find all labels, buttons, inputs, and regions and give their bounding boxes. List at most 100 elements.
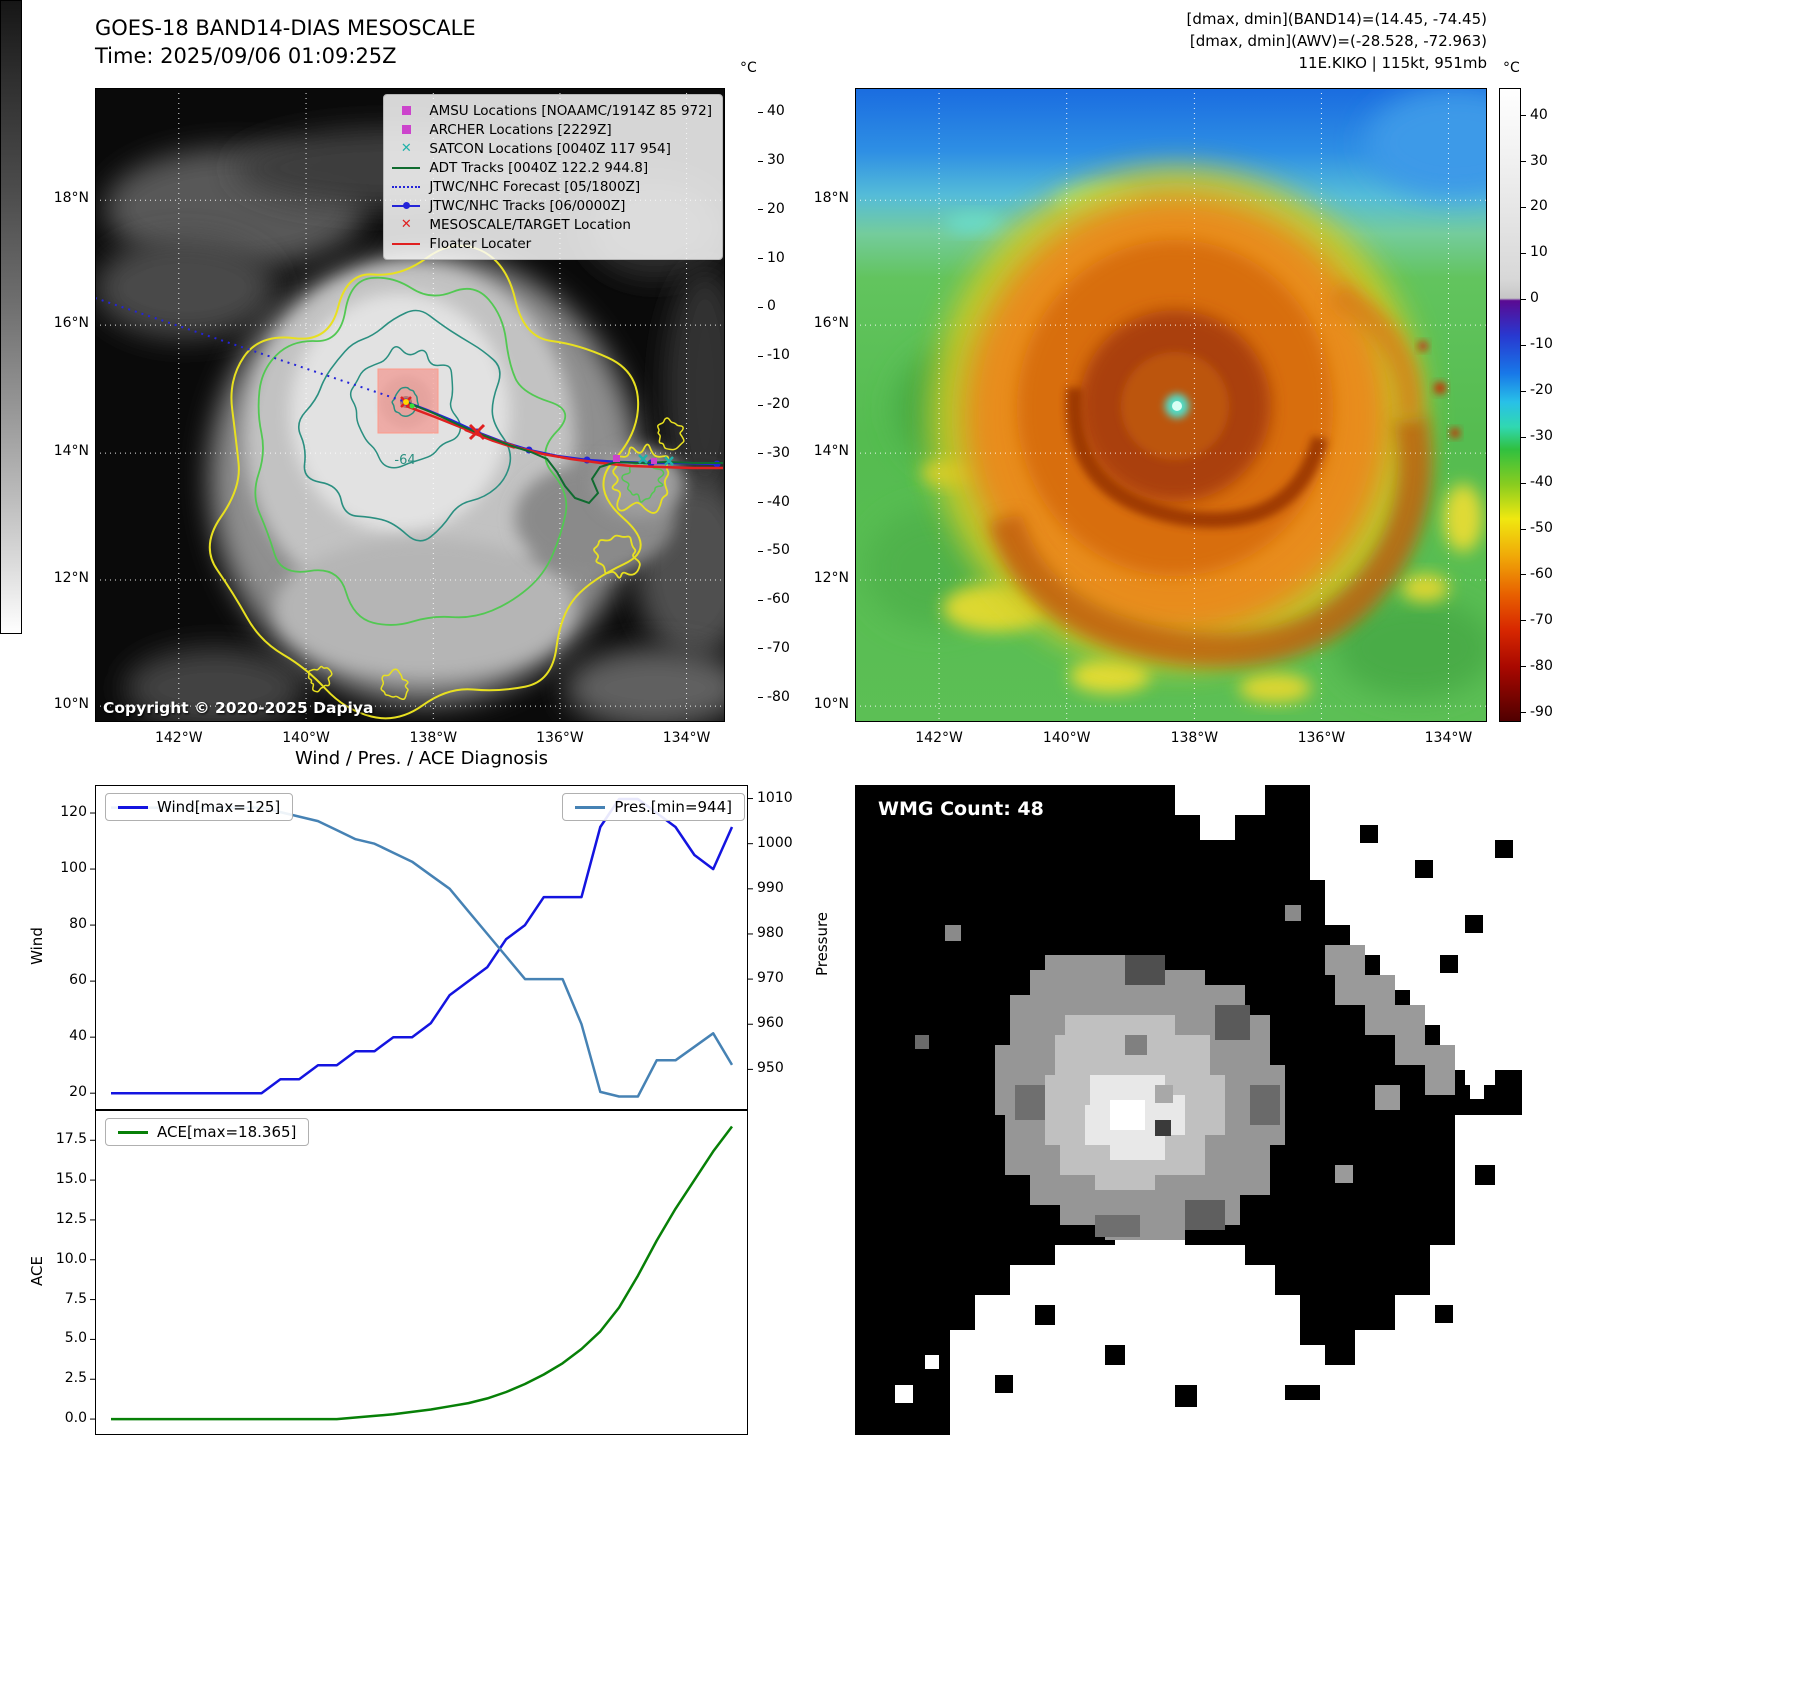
colorbar-tick <box>758 111 763 113</box>
contour-line <box>208 244 642 720</box>
wmg-panel: WMG Count: 48 <box>855 785 1522 1435</box>
satcon-center-point <box>409 403 415 409</box>
ace-chart: ACE ACE[max=18.365] 0.0 2.5 5.0 7.5 10.0 12.5… <box>28 1110 748 1435</box>
colorbar-tick-label: -70 <box>767 639 790 656</box>
copyright-text: Copyright © 2020-2025 Dapiya <box>103 699 374 717</box>
legend-line-dot-marker <box>392 202 421 209</box>
colorbar-tick <box>758 258 763 260</box>
goes-title: GOES-18 BAND14-DIAS MESOSCALE <box>95 16 476 40</box>
awv-colorbar <box>1499 88 1521 722</box>
lon-tick-label: 136°W <box>1297 730 1346 746</box>
lat-tick-label: 10°N <box>813 696 849 713</box>
colorbar-tick-label: -20 <box>1530 382 1553 399</box>
colorbar-tick-label: 10 <box>1530 244 1548 261</box>
wind-axis-label: Wind <box>28 927 46 965</box>
colorbar-tick-label: -30 <box>767 444 790 461</box>
legend-item: JTWC/NHC Tracks [06/0000Z] <box>390 196 712 215</box>
legend-item-label: ARCHER Locations [2229Z] <box>429 121 612 138</box>
legend-item-label: SATCON Locations [0040Z 117 954] <box>429 140 671 157</box>
colorbar-tick-label: -80 <box>1530 657 1553 674</box>
awv-satellite-image <box>855 88 1487 722</box>
awv-colorbar-ticks: 40 30 20 10 0 -10 -20 -30 -40 -50 -60 -70 -80 -90 <box>1521 88 1571 722</box>
axis-tick-label: 2.5 <box>64 1370 87 1387</box>
legend-item: Floater Locater <box>390 234 712 253</box>
lat-tick-label: 16°N <box>813 315 849 332</box>
goes-colorbar-unit: °C <box>740 60 757 76</box>
series-line-ACE[max=18.365] <box>111 1125 733 1421</box>
colorbar-tick-label: -40 <box>1530 474 1553 491</box>
colorbar-tick-label: -90 <box>1530 703 1553 720</box>
legend-square-marker <box>401 106 411 115</box>
contour-line <box>391 386 419 417</box>
colorbar-tick <box>1521 712 1526 714</box>
colorbar-tick <box>758 306 763 308</box>
legend-item-label: AMSU Locations [NOAAMC/1914Z 85 972] <box>429 102 712 119</box>
lat-tick-label: 12°N <box>53 569 89 586</box>
axis-tick-label: 10.0 <box>55 1250 87 1267</box>
axis-tick-label: 80 <box>69 916 87 933</box>
satcon-x-marker <box>638 454 648 464</box>
colorbar-tick <box>1521 206 1526 208</box>
lat-tick-label: 16°N <box>53 315 89 332</box>
colorbar-tick-label: 20 <box>1530 198 1548 215</box>
colorbar-tick <box>1521 666 1526 668</box>
map-gridlines <box>855 88 1487 722</box>
lon-tick-label: 140°W <box>282 730 330 746</box>
colorbar-tick-label: 30 <box>1530 152 1548 169</box>
contour-overlays <box>208 244 685 720</box>
colorbar-tick <box>758 453 763 455</box>
lon-tick-label: 136°W <box>536 730 584 746</box>
colorbar-tick-label: -10 <box>767 347 790 364</box>
legend-item: AMSU Locations [NOAAMC/1914Z 85 972] <box>390 101 712 120</box>
colorbar-tick <box>1521 252 1526 254</box>
series-line-Pres.[min=944] <box>111 806 734 1098</box>
track-overlays <box>95 297 723 505</box>
lat-tick-label: 18°N <box>813 190 849 207</box>
colorbar-tick <box>758 160 763 162</box>
axis-tick-label: 40 <box>69 1028 87 1045</box>
ace-legend: ACE[max=18.365] <box>105 1118 310 1146</box>
contour-line <box>611 443 670 514</box>
info-line-band14: [dmax, dmin](BAND14)=(14.45, -74.45) <box>1186 10 1487 28</box>
colorbar-tick <box>758 404 763 406</box>
colorbar-tick-label: -40 <box>767 493 790 510</box>
awv-map-panel: 18°N 16°N 14°N 12°N 10°N 142°W 140°W 138°W 136°W… <box>814 88 1487 746</box>
colorbar-tick-label: -70 <box>1530 611 1553 628</box>
legend-square-marker <box>401 125 411 134</box>
legend-item: ✕ MESOSCALE/TARGET Location <box>390 215 712 234</box>
awv-colorbar-unit: °C <box>1503 60 1520 76</box>
axis-tick-label: 17.5 <box>55 1131 87 1148</box>
goes-colorbar-ticks: 40 30 20 10 0 -10 -20 -30 -40 -50 -60 -70 -80 <box>758 88 808 722</box>
contour-line <box>380 668 409 700</box>
colorbar-tick <box>1521 344 1526 346</box>
colorbar-tick-label: -80 <box>767 688 790 705</box>
axis-tick-label: 7.5 <box>64 1290 87 1307</box>
wind-pressure-plot-area <box>90 785 753 1110</box>
colorbar-tick-label: 30 <box>767 152 785 169</box>
axis-tick-label: 60 <box>69 972 87 989</box>
legend-marker-square <box>390 106 422 115</box>
axis-tick-label: 1010 <box>757 789 793 806</box>
legend-item: JTWC/NHC Forecast [05/1800Z] <box>390 177 712 196</box>
ace-plot-area <box>90 1110 748 1435</box>
wind-pressure-chart: Wind Pressure Wind[max=125] Pres.[min=94… <box>28 785 831 1110</box>
jtwc-forecast-track-line <box>95 297 407 403</box>
colorbar-tick-label: -60 <box>767 591 790 608</box>
legend-marker-square <box>390 125 422 134</box>
axis-tick-label: 970 <box>757 970 784 987</box>
colorbar-tick-label: -20 <box>767 396 790 412</box>
legend-item: ✕ SATCON Locations [0040Z 117 954] <box>390 139 712 158</box>
colorbar-tick-label: -50 <box>1530 520 1553 537</box>
goes-colorbar <box>0 0 22 634</box>
colorbar-tick <box>1521 298 1526 300</box>
wind-legend-label: Wind[max=125] <box>157 798 281 816</box>
axis-tick-label: 950 <box>757 1060 784 1077</box>
lon-tick-label: 140°W <box>1042 730 1091 746</box>
legend-marker-dotted <box>390 185 422 188</box>
contour-line <box>307 665 333 693</box>
axis-tick-label: 120 <box>60 804 87 821</box>
colorbar-tick-label: 40 <box>767 103 785 120</box>
legend-marker-x: ✕ <box>400 141 412 156</box>
legend-dot <box>403 202 411 209</box>
axis-tick-label: 5.0 <box>64 1330 87 1347</box>
